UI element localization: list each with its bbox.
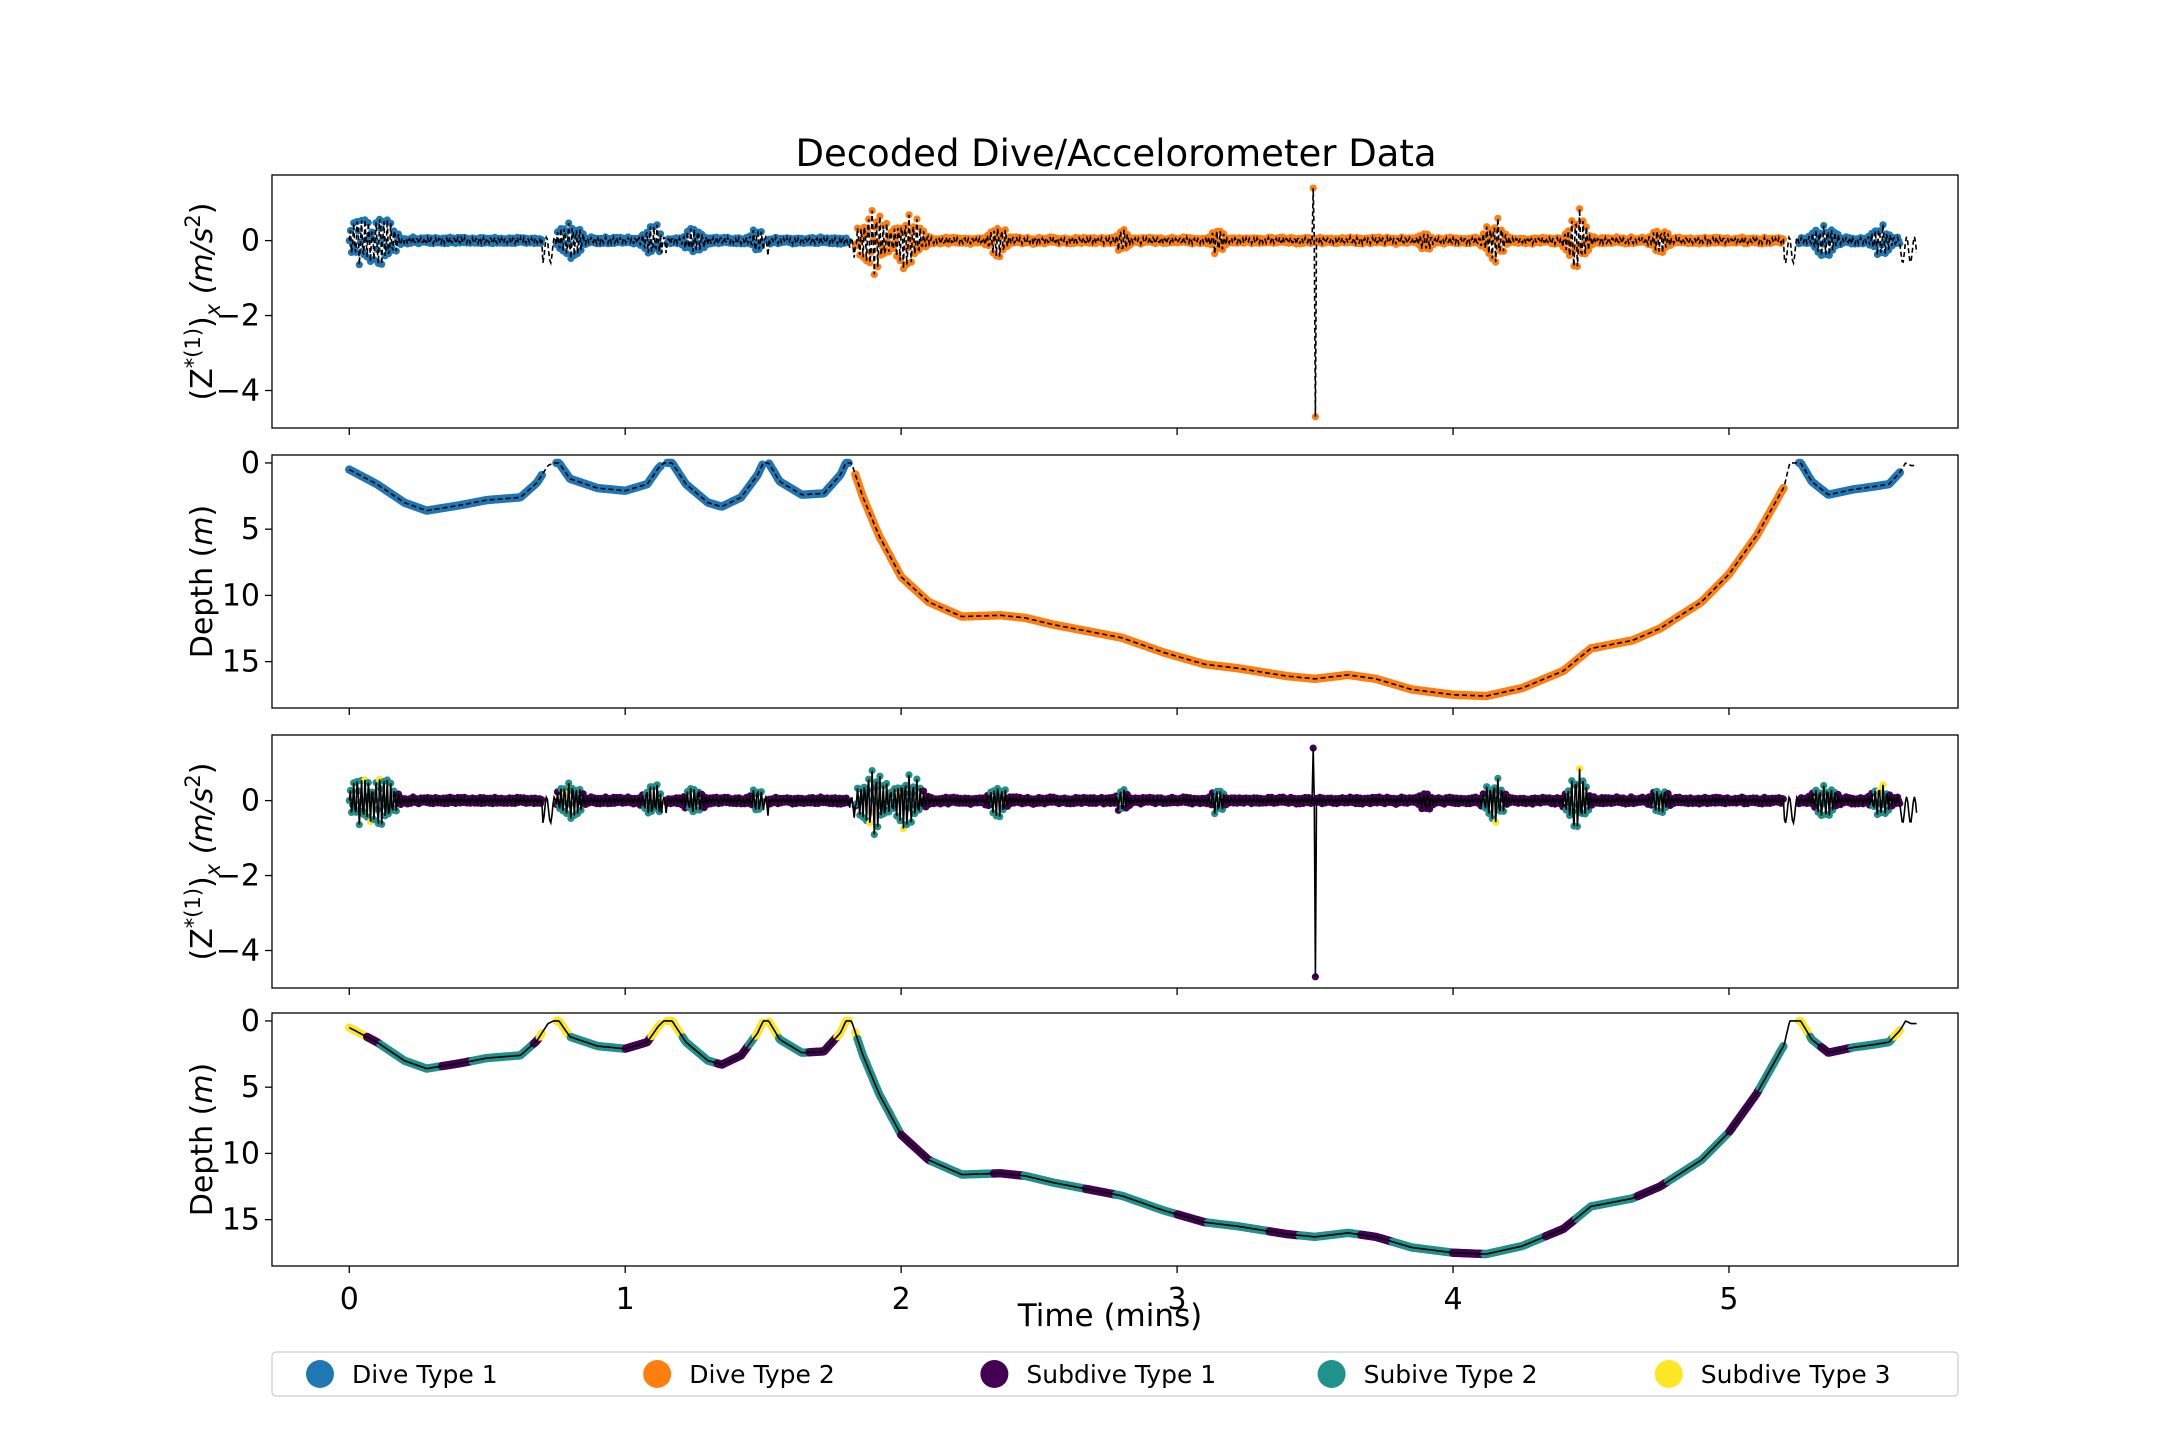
chart-title: Decoded Dive/Accelorometer Data <box>795 132 1436 175</box>
data-point <box>1211 250 1219 258</box>
y-tick-label: 15 <box>222 645 260 680</box>
series-line <box>348 748 1918 977</box>
data-point <box>1582 223 1590 231</box>
data-point <box>1825 251 1833 259</box>
data-point <box>537 470 546 480</box>
data-point <box>1816 229 1824 237</box>
data-point <box>1482 244 1490 252</box>
data-point <box>1494 214 1502 222</box>
y-axis-label: Depth (m) <box>185 505 220 659</box>
data-point <box>889 244 898 252</box>
data-point <box>364 219 372 227</box>
panel-1-data <box>345 184 1918 421</box>
y-tick-label: 5 <box>241 512 260 547</box>
data-point <box>1879 221 1887 229</box>
y-tick-label: −4 <box>216 934 260 969</box>
data-point <box>1896 239 1904 248</box>
y-axis-label: (Z*(1))x (m/s2) <box>181 763 225 961</box>
data-point <box>883 219 891 228</box>
panel-3-data <box>345 744 1918 981</box>
data-point <box>355 261 363 269</box>
y-tick-label: 0 <box>241 446 260 481</box>
y-tick-label: 10 <box>222 578 260 613</box>
data-point <box>656 230 665 238</box>
data-point <box>1564 227 1572 235</box>
data-point <box>1485 249 1493 258</box>
y-axis-label: (Z*(1))x (m/s2) <box>181 203 225 401</box>
y-tick-label: −2 <box>216 299 260 334</box>
data-point <box>876 212 884 220</box>
data-point <box>655 248 664 256</box>
y-tick-label: 0 <box>241 224 260 259</box>
y-tick-label: −4 <box>216 374 260 409</box>
axes-frame <box>271 174 1959 429</box>
panel-2-data <box>345 458 1917 701</box>
axes-frame <box>271 734 1959 989</box>
data-point <box>873 218 881 226</box>
data-point <box>378 260 386 268</box>
data-point <box>1479 230 1487 238</box>
panel-1: −4 −2 0 (Z*(1))x (m/s2) <box>181 174 1959 435</box>
data-point <box>866 259 874 267</box>
panel-3: −4−20(Z*(1))x (m/s2) <box>181 734 1959 995</box>
series-line <box>348 188 1918 417</box>
series-line <box>348 462 1917 697</box>
y-tick-label: 0 <box>241 784 260 819</box>
panel-4-data <box>345 1016 1917 1259</box>
data-point <box>1576 205 1584 213</box>
